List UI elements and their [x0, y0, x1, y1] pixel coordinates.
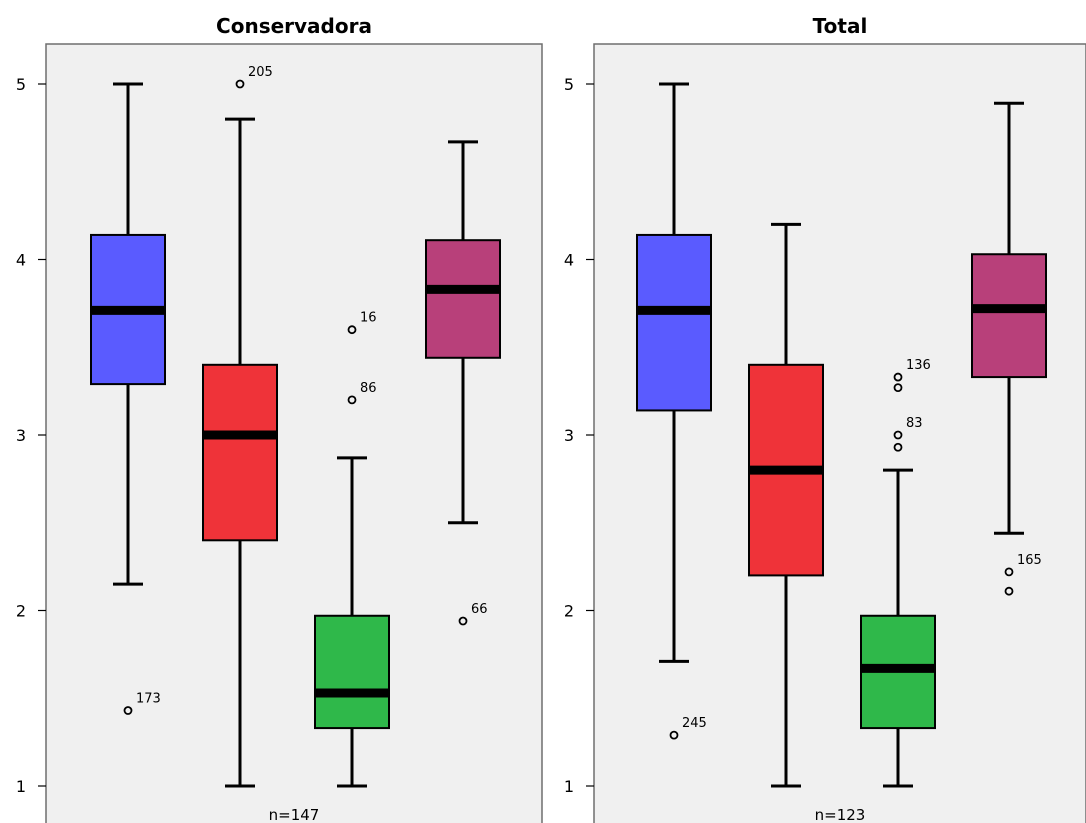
outlier-point: [893, 383, 903, 393]
outlier-point: [347, 395, 357, 405]
outlier-point: [123, 706, 133, 715]
outlier-label: 83: [906, 416, 923, 431]
outlier-point: [893, 372, 903, 382]
y-tick-label: 2: [16, 602, 26, 621]
y-tick-label: 5: [16, 75, 26, 94]
box-body: [971, 253, 1047, 379]
panel-title: Conservadora: [216, 14, 372, 38]
y-tick-label: 3: [16, 426, 26, 445]
outlier-point: [669, 730, 679, 740]
box-body: [425, 239, 501, 359]
y-tick-label: 3: [564, 426, 574, 445]
panel-title: Total: [813, 14, 868, 38]
outlier-point: [893, 442, 903, 452]
panel-frame: [593, 43, 1086, 823]
box-body: [636, 233, 712, 412]
y-tick-label: 5: [564, 75, 574, 94]
outlier-point: [1004, 586, 1014, 596]
box-2: 205: [202, 65, 278, 788]
outlier-point: [893, 430, 903, 440]
outlier-label: 16: [360, 311, 377, 326]
outlier-label: 165: [1017, 553, 1042, 568]
outlier-label: 173: [136, 692, 161, 707]
sample-size-label: n=123: [815, 806, 866, 823]
y-tick-label: 1: [564, 777, 574, 796]
outlier-point: [458, 616, 468, 626]
y-tick-label: 4: [564, 251, 574, 270]
outlier-point: [235, 79, 245, 89]
panel-2: Total 1 2 3 4 5 245 136 83 165 n=123: [564, 14, 1086, 823]
outlier-label: 86: [360, 381, 377, 396]
box-4: 66: [425, 140, 501, 626]
outlier-point: [1004, 567, 1014, 577]
box-body: [202, 363, 278, 542]
box-body: [314, 614, 390, 730]
outlier-label: 66: [471, 602, 488, 617]
box-3: 136 83: [860, 358, 936, 788]
y-tick-label: 2: [564, 602, 574, 621]
outlier-point: [347, 325, 357, 335]
outlier-label: 205: [248, 65, 273, 80]
box-4: 165: [971, 101, 1047, 596]
box-1: 245: [636, 82, 712, 740]
y-tick-label: 4: [16, 251, 26, 270]
box-1: 173: [90, 82, 166, 715]
y-tick-label: 1: [16, 777, 26, 796]
outlier-label: 245: [682, 716, 707, 731]
box-2: [748, 222, 824, 788]
sample-size-label: n=147: [269, 806, 320, 823]
panel-frame: [45, 43, 543, 823]
outlier-label: 136: [906, 358, 931, 373]
